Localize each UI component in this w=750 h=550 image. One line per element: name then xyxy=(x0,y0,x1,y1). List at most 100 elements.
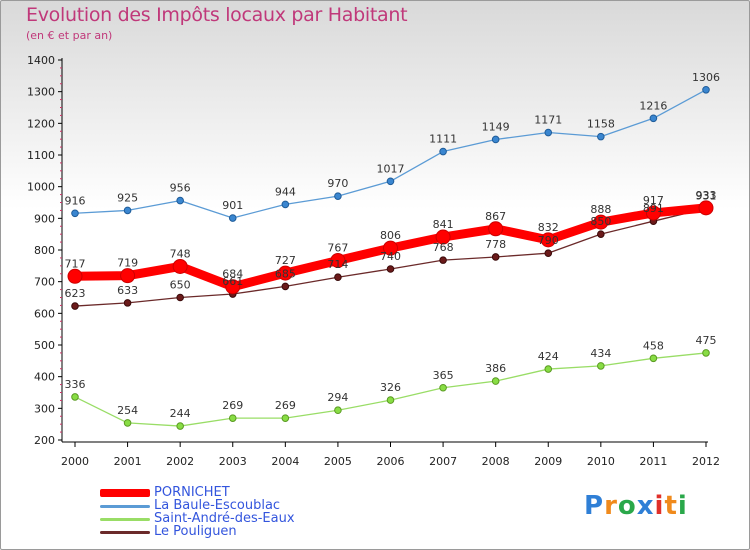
data-point xyxy=(281,282,290,291)
data-point xyxy=(71,209,79,218)
data-label: 917 xyxy=(643,194,664,207)
data-label: 841 xyxy=(433,218,454,231)
data-label: 850 xyxy=(590,215,611,228)
x-tick-label: 2006 xyxy=(377,455,405,468)
data-label: 748 xyxy=(170,247,191,260)
data-label: 719 xyxy=(117,257,138,270)
logo-letter: i xyxy=(677,491,688,521)
data-point xyxy=(176,196,184,205)
data-label: 901 xyxy=(222,199,243,212)
data-label: 244 xyxy=(170,407,191,420)
x-tick-label: 2007 xyxy=(429,455,457,468)
data-point xyxy=(597,230,605,238)
data-label: 294 xyxy=(327,391,348,404)
data-point xyxy=(334,192,342,200)
data-label: 740 xyxy=(380,250,401,263)
data-point xyxy=(386,265,395,273)
data-label: 1111 xyxy=(429,133,457,146)
y-tick-label: 1400 xyxy=(27,54,55,67)
data-point xyxy=(698,200,714,216)
data-label: 661 xyxy=(222,275,243,288)
data-point xyxy=(544,128,553,137)
data-point xyxy=(593,214,609,230)
data-label: 944 xyxy=(275,185,296,198)
data-point xyxy=(597,362,605,370)
data-point xyxy=(491,135,500,144)
legend-swatch xyxy=(100,489,150,497)
data-label: 623 xyxy=(65,287,86,300)
data-label: 1171 xyxy=(534,114,562,127)
data-point xyxy=(435,229,451,245)
legend-label: Saint-André-des-Eaux xyxy=(154,511,295,526)
data-point xyxy=(649,114,658,123)
data-point xyxy=(176,293,184,302)
data-point xyxy=(228,414,237,422)
data-label: 1149 xyxy=(482,120,510,133)
data-label: 365 xyxy=(433,369,454,382)
data-point xyxy=(383,240,398,256)
data-point xyxy=(439,147,447,156)
data-label: 933 xyxy=(696,189,717,202)
data-label: 269 xyxy=(275,399,296,412)
data-label: 970 xyxy=(327,177,348,190)
data-point xyxy=(439,383,447,392)
data-label: 650 xyxy=(170,279,191,292)
data-point xyxy=(123,206,132,215)
data-label: 916 xyxy=(65,194,86,207)
data-point xyxy=(386,396,395,404)
x-tick-label: 2012 xyxy=(692,455,720,468)
x-tick-label: 2000 xyxy=(61,455,89,468)
data-label: 806 xyxy=(380,229,401,242)
data-label: 386 xyxy=(485,362,506,375)
x-tick-label: 2010 xyxy=(587,455,615,468)
data-label: 931 xyxy=(696,190,717,203)
logo-letter: i xyxy=(654,491,665,521)
data-point xyxy=(71,393,79,401)
y-tick-label: 1100 xyxy=(27,149,55,162)
y-tick-label: 500 xyxy=(34,339,55,352)
data-point xyxy=(544,249,553,257)
logo-letter: P xyxy=(584,491,605,521)
y-tick-label: 1300 xyxy=(27,86,55,99)
data-label: 717 xyxy=(65,257,86,270)
legend-label: PORNICHET xyxy=(154,485,230,500)
logo-letter: x xyxy=(636,491,655,521)
x-tick-label: 2001 xyxy=(114,455,142,468)
y-tick-label: 600 xyxy=(34,307,55,320)
legend-label: Le Pouliguen xyxy=(154,524,237,539)
data-label: 768 xyxy=(433,241,454,254)
data-label: 888 xyxy=(590,203,611,216)
data-label: 1158 xyxy=(587,118,615,131)
data-label: 685 xyxy=(275,267,296,280)
proxiti-logo: Proxiti xyxy=(584,491,688,521)
data-label: 956 xyxy=(170,182,191,195)
data-point xyxy=(330,252,346,268)
data-point xyxy=(228,214,237,222)
logo-letter: r xyxy=(604,491,618,521)
logo-letter: t xyxy=(664,491,678,521)
data-point xyxy=(123,419,132,427)
data-point xyxy=(67,268,83,284)
y-tick-label: 200 xyxy=(34,434,55,447)
data-point xyxy=(386,177,395,186)
data-label: 458 xyxy=(643,339,664,352)
y-tick-label: 800 xyxy=(34,244,55,257)
data-point xyxy=(540,232,556,248)
data-label: 778 xyxy=(485,238,506,251)
data-point xyxy=(71,302,79,310)
x-tick-label: 2002 xyxy=(166,455,194,468)
data-label: 269 xyxy=(222,399,243,412)
data-point xyxy=(123,299,132,307)
y-tick-label: 1200 xyxy=(27,117,55,130)
data-point xyxy=(597,132,605,141)
x-tick-label: 2009 xyxy=(534,455,562,468)
chart-title: Evolution des Impôts locaux par Habitant xyxy=(26,4,408,26)
data-label: 714 xyxy=(327,258,348,271)
y-tick-label: 900 xyxy=(34,212,55,225)
data-label: 1017 xyxy=(377,162,405,175)
data-label: 925 xyxy=(117,191,138,204)
data-point xyxy=(702,85,710,94)
x-tick-label: 2011 xyxy=(639,455,667,468)
legend-swatch xyxy=(100,531,150,534)
chart-subtitle: (en € et par an) xyxy=(26,29,113,42)
